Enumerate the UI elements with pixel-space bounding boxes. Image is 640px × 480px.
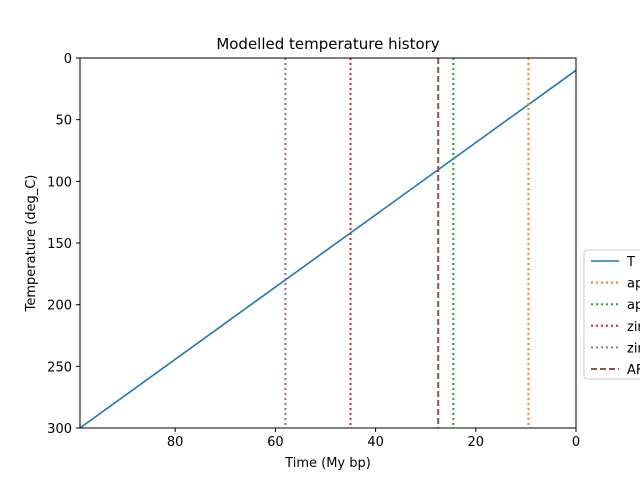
y-tick-label: 300 <box>47 422 72 437</box>
chart-title: Modelled temperature history <box>216 35 439 53</box>
legend-label-4: zir <box>627 341 640 356</box>
x-axis-label: Time (My bp) <box>284 456 371 471</box>
series-line-0 <box>79 69 577 429</box>
y-axis-label: Temperature (deg_C) <box>24 175 39 313</box>
x-tick-label: 60 <box>267 435 284 450</box>
legend-label-0: T <box>626 255 635 270</box>
y-axis: 0 50 100 150 200 250 300 <box>47 52 80 437</box>
x-tick-label: 20 <box>468 435 485 450</box>
legend-box <box>583 249 640 380</box>
legend-label-5: AF <box>627 363 640 378</box>
x-tick-label: 0 <box>572 435 580 450</box>
x-tick-label: 40 <box>367 435 384 450</box>
y-tick-label: 200 <box>47 299 72 314</box>
x-tick-label: 80 <box>167 435 184 450</box>
legend-label-1: ap <box>627 277 640 292</box>
y-tick-label: 250 <box>47 360 72 375</box>
legend: Tap ap zir zir AF <box>583 249 640 380</box>
legend-label-3: zir <box>627 320 640 335</box>
y-tick-label: 100 <box>47 175 72 190</box>
legend-label-2: ap <box>627 298 640 313</box>
x-axis: 80 60 40 20 0 <box>167 428 580 450</box>
plot-marks <box>79 58 577 429</box>
y-tick-label: 150 <box>47 237 72 252</box>
y-tick-label: 50 <box>55 114 72 129</box>
y-tick-label: 0 <box>64 52 72 67</box>
